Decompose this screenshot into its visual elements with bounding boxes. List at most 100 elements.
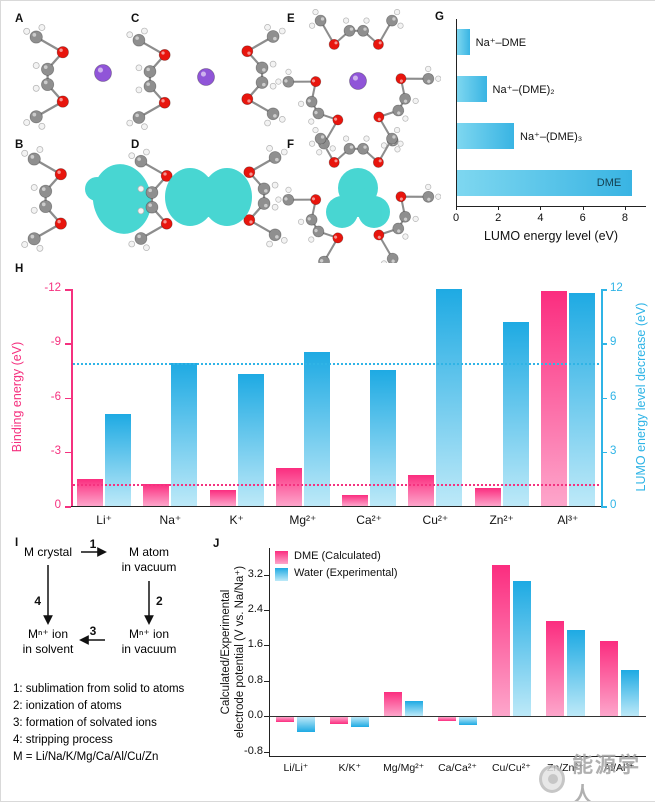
j-bar-Water (Experimental)-Al/Al³⁺ <box>621 670 639 716</box>
atom-highlight <box>379 41 382 44</box>
atom-sodium <box>95 65 112 82</box>
panel-label-a: A <box>15 13 23 25</box>
molecular-structures-canvas <box>1 1 441 263</box>
j-left-axis-spine <box>269 548 270 756</box>
j-legend-label-2: Water (Experimental) <box>294 567 398 579</box>
atom-hydrogen <box>272 182 278 188</box>
g-bar-2 <box>457 76 487 102</box>
atom-highlight <box>247 52 250 55</box>
h-right-tick-mark <box>601 289 607 291</box>
j-zero-line <box>269 716 646 717</box>
j-y-axis-title: Calculated/Experimental electrode potent… <box>219 536 247 768</box>
atom-oxygen <box>309 75 323 89</box>
atom-highlight <box>98 67 103 72</box>
atom-oxygen <box>329 39 339 49</box>
atom-highlight <box>137 235 141 239</box>
atom-sodium <box>198 69 215 86</box>
atom-hydrogen <box>39 24 45 30</box>
lumo-isosurface-lobe <box>186 177 230 217</box>
lumo-isosurface <box>85 159 157 238</box>
atom-hydrogen <box>412 215 419 222</box>
h-left-tick-label: -6 <box>29 391 61 403</box>
atom-sodium <box>350 73 367 90</box>
cycle-step-label-3: 3 <box>90 624 97 638</box>
atom-highlight <box>353 75 358 80</box>
atom-hydrogen <box>394 127 399 132</box>
atom-hydrogen <box>343 18 348 23</box>
h-bar-lumo-Cu²⁺ <box>436 289 462 506</box>
atom-carbon <box>256 77 268 89</box>
atom-hydrogen <box>138 208 144 214</box>
atom-highlight <box>392 17 395 20</box>
g-x-tick-mark <box>625 206 626 210</box>
dme-molecule <box>127 28 170 130</box>
panel-label-j: J <box>213 538 219 550</box>
j-y-tick-mark <box>264 645 269 646</box>
atom-hydrogen <box>143 149 149 155</box>
g-bar-3 <box>457 123 514 149</box>
g-x-tick-label: 6 <box>573 212 593 224</box>
atom-carbon <box>256 62 268 74</box>
j-bar-DME (Calculated)-Cu/Cu²⁺ <box>492 565 510 716</box>
h-left-tick-mark <box>65 452 71 454</box>
atom-hydrogen <box>265 120 271 126</box>
h-left-axis-title: Binding energy (eV) <box>10 287 24 507</box>
lumo-isosurface-lobe <box>85 177 109 201</box>
atom-carbon <box>144 66 156 78</box>
g-x-axis-title: LUMO energy level (eV) <box>456 229 646 243</box>
atom-hydrogen <box>297 100 304 107</box>
g-bar-label: Na⁺–(DME)₂ <box>493 83 555 96</box>
atom-oxygen <box>394 190 408 204</box>
atom-oxygen <box>331 113 345 127</box>
atom-hydrogen <box>127 120 133 126</box>
atom-carbon <box>344 25 355 36</box>
atom-carbon <box>386 133 397 144</box>
h-bar-binding-Al³⁺ <box>541 291 567 506</box>
atom-carbon <box>311 224 326 239</box>
h-bar-binding-Li⁺ <box>77 479 103 506</box>
j-category-label: Cu/Cu²⁺ <box>480 762 542 774</box>
atom-oxygen <box>372 228 386 242</box>
j-bar-Water (Experimental)-Cu/Cu²⁺ <box>513 581 531 716</box>
atom-carbon <box>386 15 397 26</box>
h-left-axis-spine <box>71 289 73 506</box>
cycle-legend-line-2: 2: ionization of atoms <box>13 698 211 715</box>
h-left-tick-mark <box>65 343 71 345</box>
atom-hydrogen <box>313 127 318 132</box>
j-y-tick-mark <box>264 575 269 576</box>
atom-oxygen <box>161 218 172 229</box>
atom-carbon <box>30 31 42 43</box>
h-bar-lumo-Al³⁺ <box>569 293 595 506</box>
atom-hydrogen <box>279 28 285 34</box>
sodium-ion <box>95 65 112 82</box>
dme-molecule <box>242 24 285 126</box>
h-right-tick-mark <box>601 343 607 345</box>
atom-highlight <box>137 157 141 161</box>
atom-highlight <box>262 83 266 87</box>
atom-highlight <box>161 51 164 54</box>
atom-hydrogen <box>129 153 135 159</box>
h-left-tick-label: -12 <box>29 282 61 294</box>
h-right-tick-mark <box>601 398 607 400</box>
watermark-text: 能源学人 <box>572 749 655 802</box>
atom-carbon <box>315 15 326 26</box>
atom-carbon <box>267 108 279 120</box>
panel-label-g: G <box>435 11 444 23</box>
atom-hydrogen <box>37 245 43 251</box>
h-left-tick-label: -3 <box>29 445 61 457</box>
atom-carbon <box>41 63 53 75</box>
atom-carbon <box>304 212 319 227</box>
atom-hydrogen <box>316 149 323 156</box>
atom-oxygen <box>329 157 339 167</box>
atom-carbon <box>398 209 413 224</box>
h-left-tick-mark <box>65 289 71 291</box>
atom-carbon <box>258 198 270 210</box>
atom-hydrogen <box>398 23 403 28</box>
j-y-tick-mark <box>264 610 269 611</box>
lumo-isosurface-lobe <box>343 187 373 217</box>
atom-oxygen <box>57 47 68 58</box>
h-right-axis-title: LUMO energy level decrease (eV) <box>634 282 648 512</box>
atom-oxygen <box>55 169 66 180</box>
